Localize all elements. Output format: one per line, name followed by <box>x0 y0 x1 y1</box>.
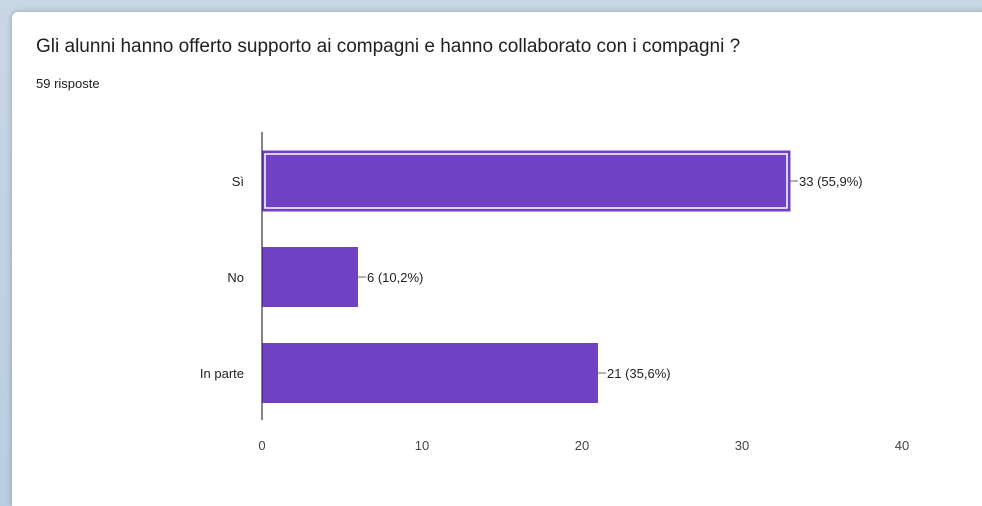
category-label: No <box>227 270 244 285</box>
x-tick-label: 0 <box>258 438 265 453</box>
bar-1[interactable] <box>262 247 358 307</box>
response-count: 59 risposte <box>36 76 100 91</box>
question-title: Gli alunni hanno offerto supporto ai com… <box>36 36 741 57</box>
category-label: Sì <box>232 174 244 189</box>
x-tick-label: 30 <box>735 438 749 453</box>
bar-highlight-outline <box>264 153 788 209</box>
category-label: In parte <box>200 366 244 381</box>
bar-0[interactable] <box>261 150 791 212</box>
x-tick-label: 10 <box>415 438 429 453</box>
bar-2[interactable] <box>262 343 598 403</box>
value-label: 6 (10,2%) <box>367 270 423 285</box>
value-label: 21 (35,6%) <box>607 366 671 381</box>
x-tick-label: 20 <box>575 438 589 453</box>
chart-card <box>12 12 982 506</box>
value-label: 33 (55,9%) <box>799 174 863 189</box>
x-tick-label: 40 <box>895 438 909 453</box>
